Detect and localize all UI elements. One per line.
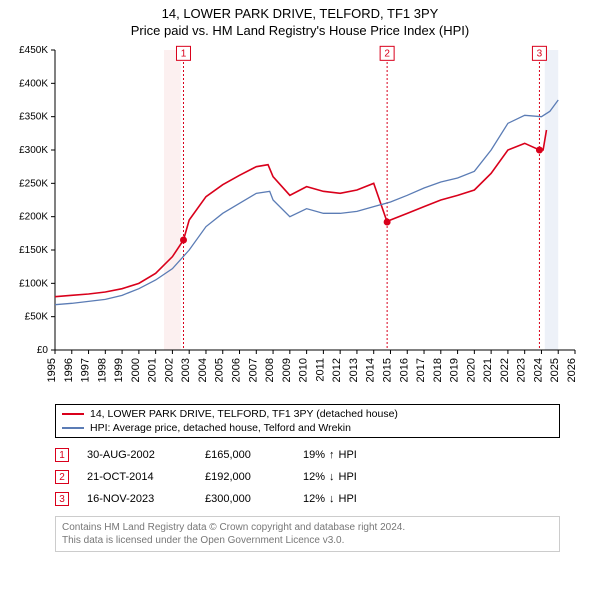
legend-label: 14, LOWER PARK DRIVE, TELFORD, TF1 3PY (… bbox=[90, 408, 398, 420]
svg-text:£400K: £400K bbox=[19, 78, 48, 89]
svg-text:£50K: £50K bbox=[25, 312, 49, 323]
svg-text:1995: 1995 bbox=[46, 358, 58, 382]
arrow-down-icon: ↓ bbox=[329, 493, 335, 505]
svg-text:£200K: £200K bbox=[19, 212, 48, 223]
svg-text:2000: 2000 bbox=[130, 358, 142, 382]
event-marker-icon: 2 bbox=[55, 470, 69, 484]
svg-text:2001: 2001 bbox=[147, 358, 159, 382]
event-row: 2 21-OCT-2014 £192,000 12% ↓ HPI bbox=[55, 466, 560, 488]
attribution: Contains HM Land Registry data © Crown c… bbox=[55, 516, 560, 552]
event-date: 21-OCT-2014 bbox=[87, 471, 187, 483]
event-date: 16-NOV-2023 bbox=[87, 493, 187, 505]
svg-text:2: 2 bbox=[384, 48, 390, 59]
svg-text:2020: 2020 bbox=[465, 358, 477, 382]
chart-svg: £0 £50K £100K £150K £200K £250K £300K £350K £400… bbox=[0, 40, 600, 400]
svg-text:£450K: £450K bbox=[19, 45, 48, 56]
svg-text:2019: 2019 bbox=[449, 358, 461, 382]
svg-text:3: 3 bbox=[537, 48, 543, 59]
svg-text:2004: 2004 bbox=[197, 358, 209, 382]
event-delta: 12% ↓ HPI bbox=[303, 493, 357, 505]
events-table: 1 30-AUG-2002 £165,000 19% ↑ HPI 2 21-OC… bbox=[55, 444, 560, 510]
attribution-line: This data is licensed under the Open Gov… bbox=[62, 534, 553, 547]
titles: 14, LOWER PARK DRIVE, TELFORD, TF1 3PY P… bbox=[0, 0, 600, 40]
legend-swatch bbox=[62, 427, 84, 429]
legend-label: HPI: Average price, detached house, Telf… bbox=[90, 422, 351, 434]
svg-text:2026: 2026 bbox=[566, 358, 578, 382]
event-date: 30-AUG-2002 bbox=[87, 449, 187, 461]
svg-text:1: 1 bbox=[181, 48, 187, 59]
event-marker-icon: 3 bbox=[55, 492, 69, 506]
svg-text:2007: 2007 bbox=[247, 358, 259, 382]
svg-text:£0: £0 bbox=[37, 345, 49, 356]
legend-swatch bbox=[62, 413, 84, 415]
event-marker-icon: 1 bbox=[55, 448, 69, 462]
svg-text:2012: 2012 bbox=[331, 358, 343, 382]
svg-text:1997: 1997 bbox=[80, 358, 92, 382]
svg-text:2006: 2006 bbox=[231, 358, 243, 382]
event-delta: 19% ↑ HPI bbox=[303, 449, 357, 461]
arrow-down-icon: ↓ bbox=[329, 471, 335, 483]
svg-text:1998: 1998 bbox=[96, 358, 108, 382]
event-row: 3 16-NOV-2023 £300,000 12% ↓ HPI bbox=[55, 488, 560, 510]
title: 14, LOWER PARK DRIVE, TELFORD, TF1 3PY bbox=[0, 6, 600, 21]
event-price: £192,000 bbox=[205, 471, 285, 483]
svg-text:1996: 1996 bbox=[63, 358, 75, 382]
svg-text:2024: 2024 bbox=[532, 358, 544, 382]
svg-text:£150K: £150K bbox=[19, 245, 48, 256]
svg-text:2003: 2003 bbox=[180, 358, 192, 382]
attribution-line: Contains HM Land Registry data © Crown c… bbox=[62, 521, 553, 534]
svg-text:2015: 2015 bbox=[381, 358, 393, 382]
svg-text:2022: 2022 bbox=[499, 358, 511, 382]
svg-text:£100K: £100K bbox=[19, 278, 48, 289]
svg-text:2021: 2021 bbox=[482, 358, 494, 382]
svg-text:2017: 2017 bbox=[415, 358, 427, 382]
svg-text:2023: 2023 bbox=[516, 358, 528, 382]
svg-text:2014: 2014 bbox=[365, 358, 377, 382]
svg-text:£300K: £300K bbox=[19, 145, 48, 156]
legend-item-hpi: HPI: Average price, detached house, Telf… bbox=[62, 421, 553, 435]
svg-text:2013: 2013 bbox=[348, 358, 360, 382]
svg-text:2010: 2010 bbox=[298, 358, 310, 382]
svg-text:2018: 2018 bbox=[432, 358, 444, 382]
svg-text:1999: 1999 bbox=[113, 358, 125, 382]
chart-container: 14, LOWER PARK DRIVE, TELFORD, TF1 3PY P… bbox=[0, 0, 600, 552]
arrow-up-icon: ↑ bbox=[329, 449, 335, 461]
svg-text:£350K: £350K bbox=[19, 112, 48, 123]
svg-text:£250K: £250K bbox=[19, 178, 48, 189]
svg-text:2002: 2002 bbox=[163, 358, 175, 382]
chart: £0 £50K £100K £150K £200K £250K £300K £350K £400… bbox=[0, 40, 600, 400]
svg-text:2011: 2011 bbox=[314, 358, 326, 382]
event-price: £165,000 bbox=[205, 449, 285, 461]
legend: 14, LOWER PARK DRIVE, TELFORD, TF1 3PY (… bbox=[55, 404, 560, 438]
svg-text:2008: 2008 bbox=[264, 358, 276, 382]
event-price: £300,000 bbox=[205, 493, 285, 505]
svg-text:2025: 2025 bbox=[549, 358, 561, 382]
event-row: 1 30-AUG-2002 £165,000 19% ↑ HPI bbox=[55, 444, 560, 466]
subtitle: Price paid vs. HM Land Registry's House … bbox=[0, 23, 600, 38]
svg-text:2005: 2005 bbox=[214, 358, 226, 382]
svg-text:2016: 2016 bbox=[398, 358, 410, 382]
legend-item-property: 14, LOWER PARK DRIVE, TELFORD, TF1 3PY (… bbox=[62, 407, 553, 421]
svg-text:2009: 2009 bbox=[281, 358, 293, 382]
event-delta: 12% ↓ HPI bbox=[303, 471, 357, 483]
